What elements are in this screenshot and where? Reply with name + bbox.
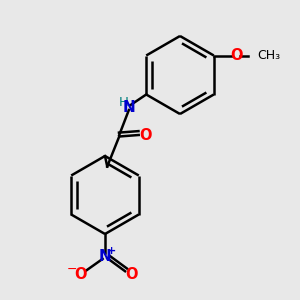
- Text: O: O: [125, 267, 137, 282]
- Text: −: −: [66, 262, 77, 276]
- Text: O: O: [74, 267, 86, 282]
- Text: O: O: [230, 48, 242, 63]
- Text: CH₃: CH₃: [257, 49, 280, 62]
- Text: +: +: [107, 246, 116, 256]
- Text: N: N: [99, 249, 111, 264]
- Text: H: H: [119, 96, 129, 110]
- Text: O: O: [140, 128, 152, 142]
- Text: N: N: [122, 100, 135, 115]
